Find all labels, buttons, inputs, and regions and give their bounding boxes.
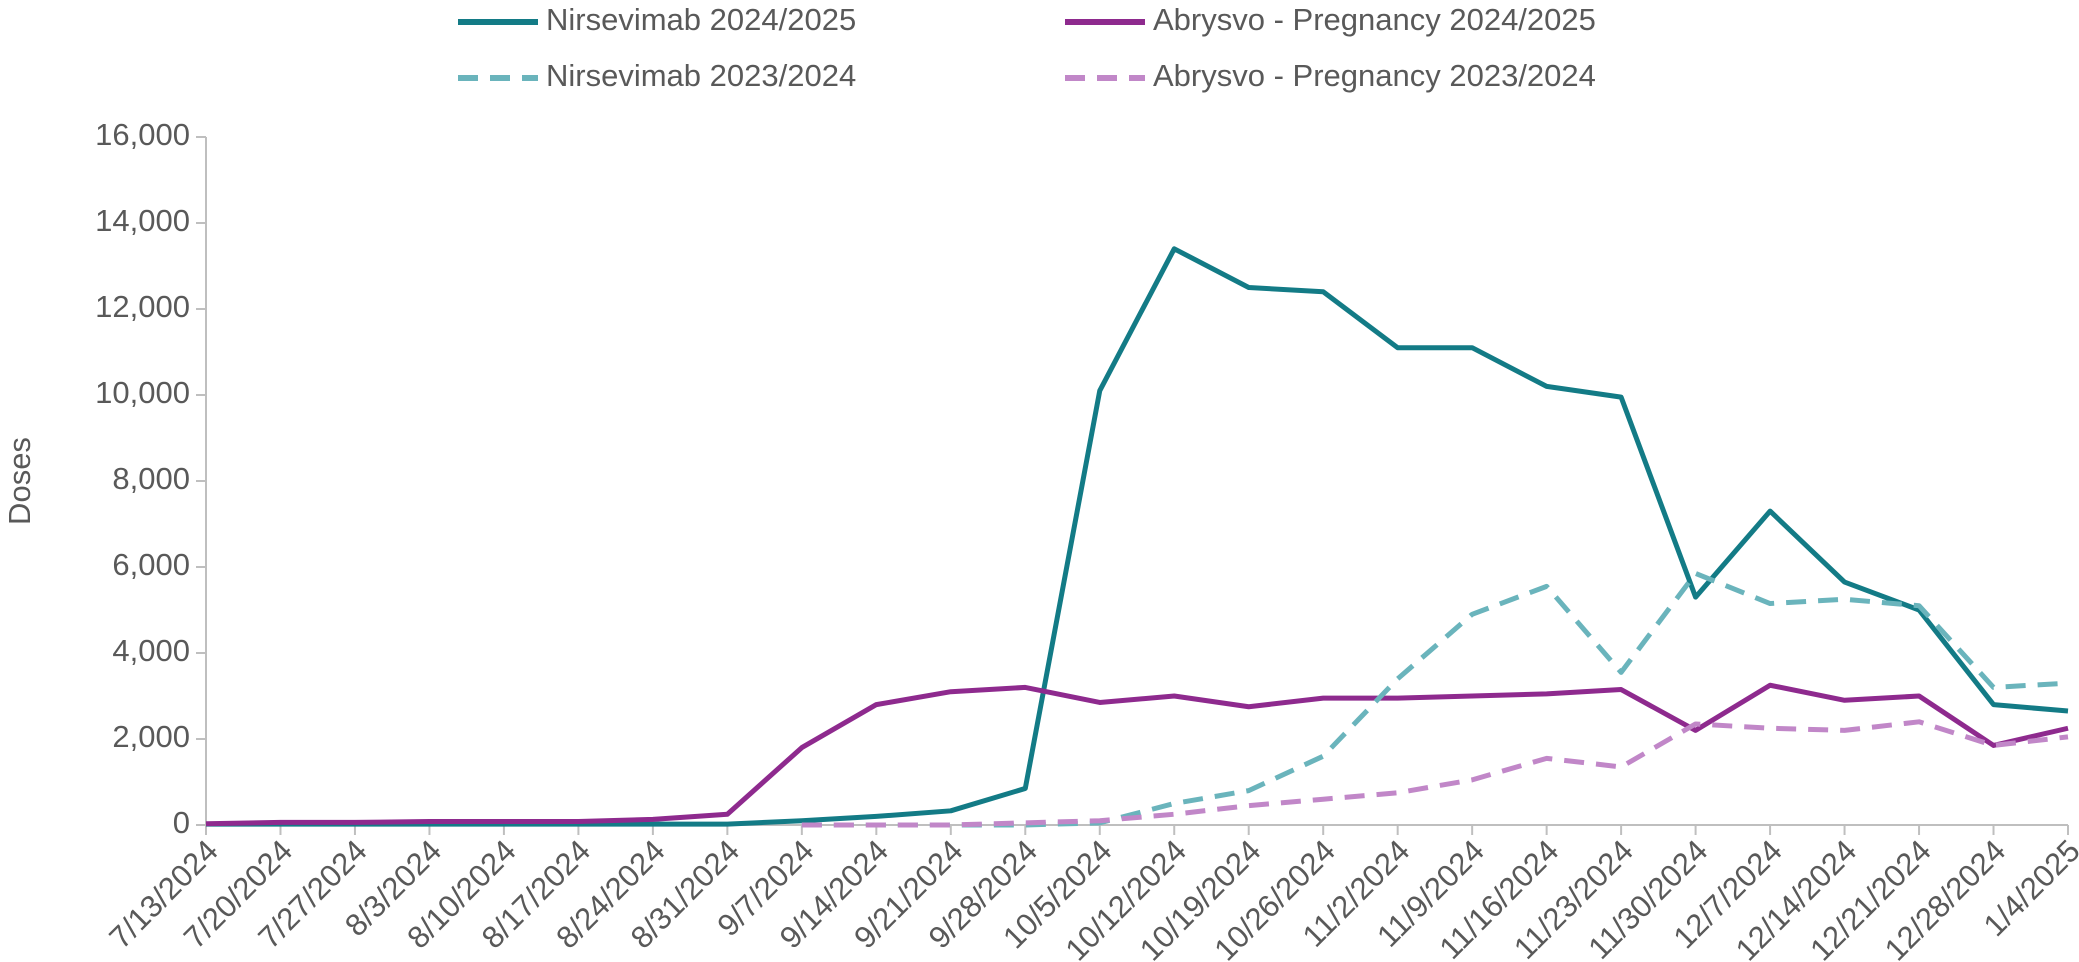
- y-tick-label: 0: [173, 805, 190, 840]
- legend-label: Nirsevimab 2024/2025: [546, 2, 856, 37]
- y-tick-label: 2,000: [112, 719, 190, 754]
- series-line: [205, 682, 2069, 827]
- y-tick-label: 8,000: [112, 461, 190, 496]
- legend-label: Nirsevimab 2023/2024: [546, 58, 856, 93]
- series-line: [206, 246, 2069, 827]
- series-line: [801, 719, 2069, 828]
- legend-label: Abrysvo - Pregnancy 2024/2025: [1153, 2, 1596, 37]
- y-tick-label: 16,000: [95, 117, 190, 152]
- y-tick-label: 6,000: [112, 547, 190, 582]
- y-axis-label: Doses: [2, 437, 37, 525]
- legend-label: Abrysvo - Pregnancy 2023/2024: [1153, 58, 1596, 93]
- y-tick-label: 12,000: [95, 289, 190, 324]
- y-tick-label: 4,000: [112, 633, 190, 668]
- y-tick-label: 14,000: [95, 203, 190, 238]
- y-tick-label: 10,000: [95, 375, 190, 410]
